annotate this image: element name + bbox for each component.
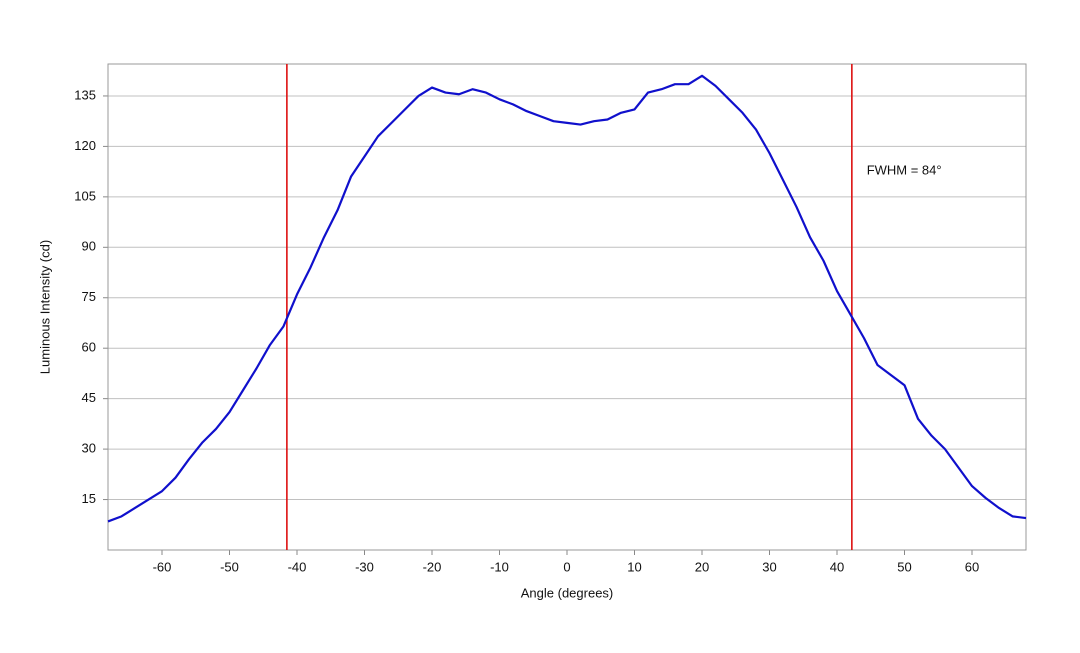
y-tick-label: 135 <box>74 87 96 102</box>
x-tick-label: 10 <box>627 559 641 574</box>
y-tick-label: 15 <box>82 491 96 506</box>
x-tick-label: 20 <box>695 559 709 574</box>
y-tick-label: 60 <box>82 340 96 355</box>
annotation: FWHM = 84° <box>867 163 942 178</box>
x-tick-label: -30 <box>355 559 374 574</box>
plot-frame <box>107 63 1027 551</box>
y-tick-label: 120 <box>74 138 96 153</box>
x-tick-label: -20 <box>423 559 442 574</box>
data-line <box>107 74 1027 523</box>
x-tick-label: -10 <box>490 559 509 574</box>
x-tick-label: 30 <box>762 559 776 574</box>
y-tick-label: 90 <box>82 239 96 254</box>
y-tick-label: 75 <box>82 289 96 304</box>
y-axis-label: Luminous Intensity (cd) <box>37 240 52 374</box>
x-tick-label: 0 <box>563 559 570 574</box>
x-tick-label: 50 <box>897 559 911 574</box>
x-tick-label: -50 <box>220 559 239 574</box>
x-axis-label: Angle (degrees) <box>521 585 614 600</box>
y-tick-label: 105 <box>74 188 96 203</box>
x-tick-label: -60 <box>153 559 172 574</box>
x-tick-label: 60 <box>965 559 979 574</box>
y-tick-label: 45 <box>82 390 96 405</box>
x-tick-label: 40 <box>830 559 844 574</box>
x-tick-label: -40 <box>288 559 307 574</box>
y-tick-label: 30 <box>82 441 96 456</box>
